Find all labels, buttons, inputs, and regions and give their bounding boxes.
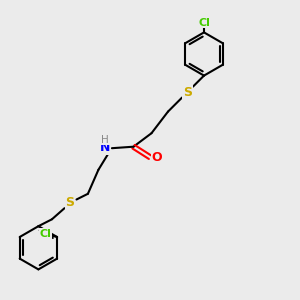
- Text: S: S: [65, 196, 74, 209]
- Text: Cl: Cl: [198, 18, 210, 28]
- Text: H: H: [101, 135, 109, 145]
- Text: N: N: [100, 141, 110, 154]
- Text: O: O: [151, 151, 162, 164]
- Text: Cl: Cl: [40, 229, 52, 239]
- Text: S: S: [183, 85, 192, 99]
